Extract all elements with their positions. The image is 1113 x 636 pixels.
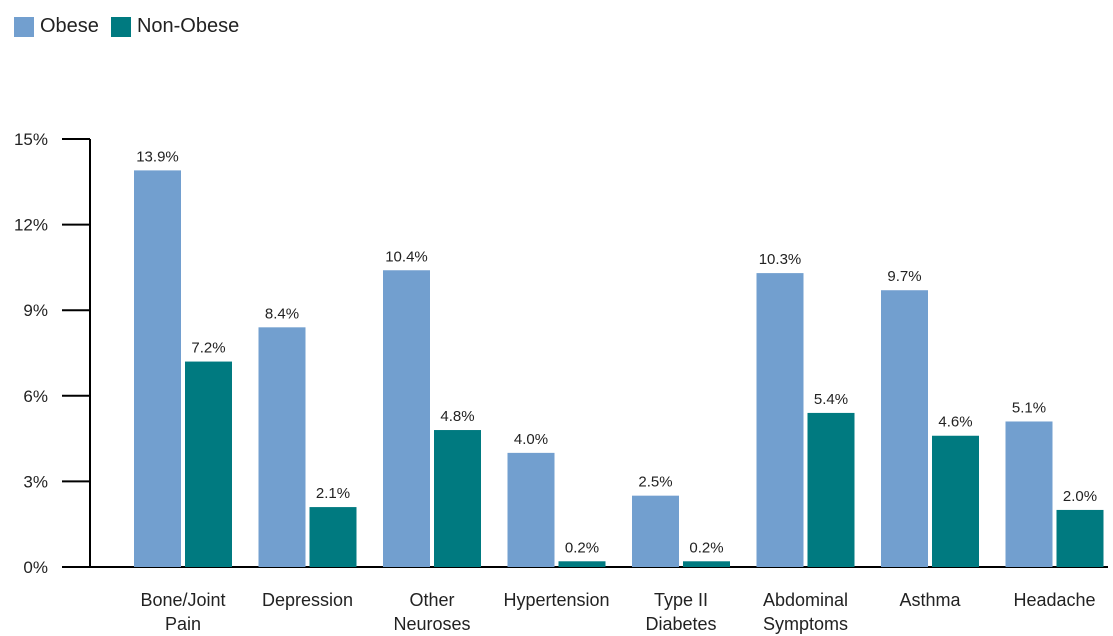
legend-swatch-non-obese <box>110 16 131 37</box>
bar <box>383 270 430 567</box>
bar <box>309 507 357 567</box>
data-label: 13.9% <box>136 148 179 165</box>
data-label: 2.5% <box>638 474 672 491</box>
legend-item-obese: Obese <box>14 15 99 38</box>
bar <box>1056 509 1104 567</box>
legend-swatch-obese <box>14 16 34 37</box>
legend-label-obese: Obese <box>40 15 99 37</box>
legend-label-non-obese: Non-Obese <box>136 15 240 37</box>
x-tick-label: Depression <box>262 590 353 610</box>
y-tick-label: 3% <box>23 472 48 491</box>
data-label: 4.8% <box>440 408 474 425</box>
y-tick-label: 9% <box>23 301 48 320</box>
y-tick-label: 6% <box>23 387 48 406</box>
data-label: 8.4% <box>265 305 299 322</box>
x-tick-label: Asthma <box>899 590 961 610</box>
x-tick-label: Abdominal Symptoms <box>763 590 848 634</box>
bar <box>507 452 555 567</box>
data-label: 5.1% <box>1012 399 1046 416</box>
legend-item-non-obese: Non-Obese <box>110 15 240 38</box>
data-label: 4.6% <box>938 414 972 431</box>
x-tick-label: Type II Diabetes <box>645 590 716 634</box>
legend: Obese Non-Obese <box>14 15 245 38</box>
y-tick-label: 0% <box>23 558 48 577</box>
data-label: 0.2% <box>689 539 723 556</box>
data-label: 7.2% <box>191 340 225 357</box>
x-tick-label: Other Neuroses <box>393 590 470 634</box>
data-label: 2.0% <box>1063 488 1097 505</box>
data-label: 4.0% <box>514 431 548 448</box>
x-tick-label: Bone/Joint Pain <box>140 590 225 634</box>
bar <box>258 327 306 567</box>
bar <box>881 290 928 567</box>
bar <box>756 273 804 567</box>
x-tick-label: Headache <box>1013 590 1095 610</box>
bar <box>683 561 730 567</box>
y-tick-label: 15% <box>14 130 48 149</box>
bar <box>185 361 232 567</box>
bar <box>558 561 606 567</box>
y-tick-label: 12% <box>14 216 48 235</box>
data-label: 5.4% <box>814 391 848 408</box>
bar <box>134 170 181 568</box>
bar <box>1005 421 1053 567</box>
x-tick-label: Hypertension <box>503 590 609 610</box>
data-label: 0.2% <box>565 539 599 556</box>
bar <box>632 495 679 567</box>
data-label: 2.1% <box>316 485 350 502</box>
bar <box>434 430 481 567</box>
bar <box>807 412 855 567</box>
data-label: 10.4% <box>385 248 428 265</box>
data-label: 10.3% <box>759 251 802 268</box>
bar <box>932 435 979 567</box>
data-label: 9.7% <box>887 268 921 285</box>
